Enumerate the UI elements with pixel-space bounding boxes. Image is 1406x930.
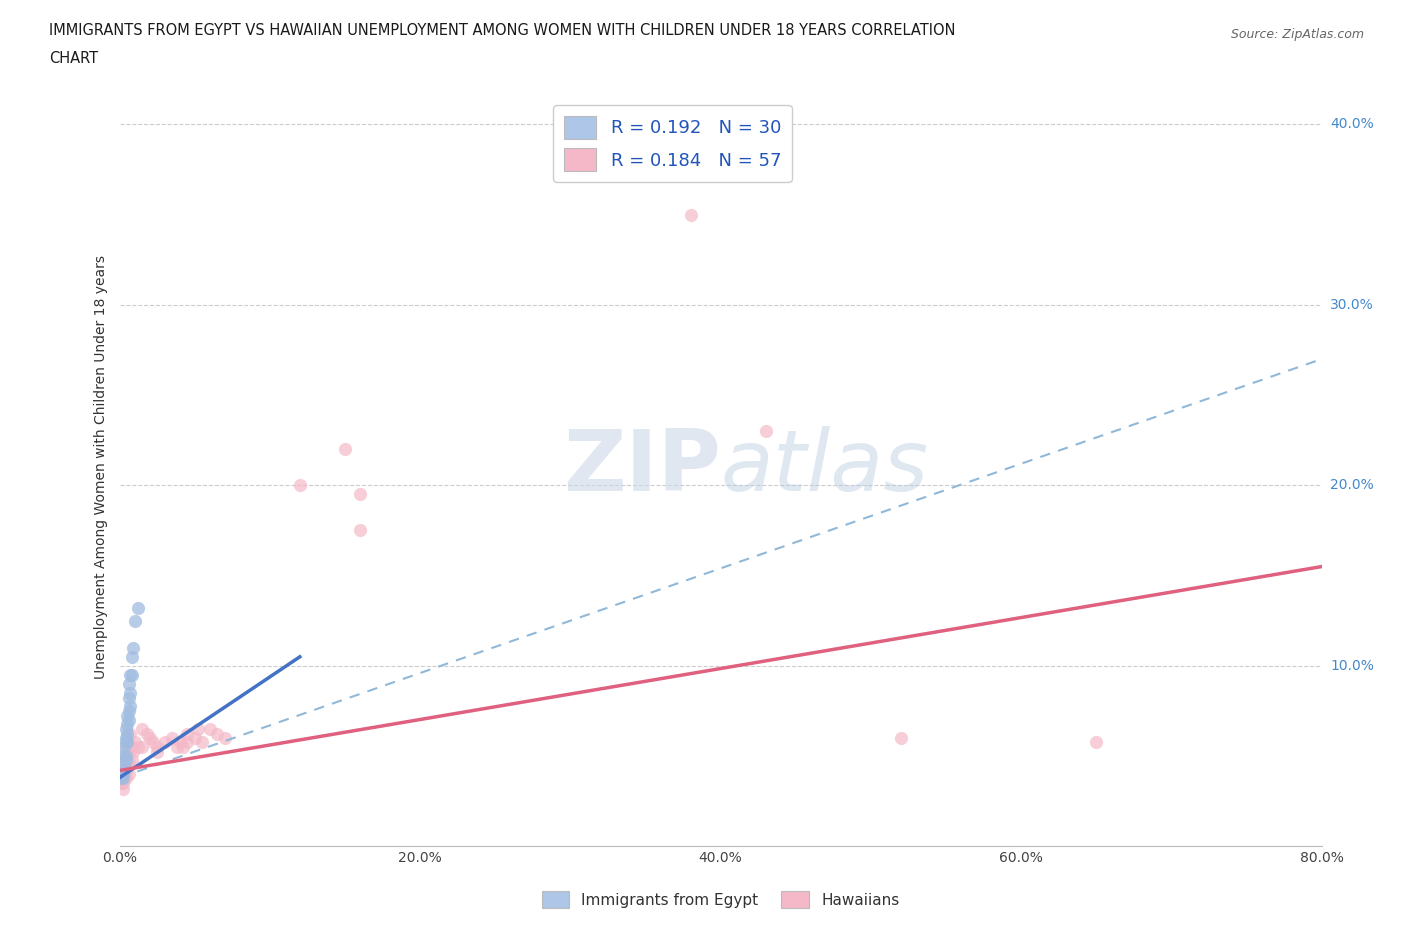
Point [114,734,136,749]
Point [122,641,145,656]
Point [118,727,141,742]
Point [117,691,139,706]
Point [111,776,134,790]
Point [114,770,136,785]
Text: Source: ZipAtlas.com: Source: ZipAtlas.com [1230,28,1364,41]
Point [118,739,141,754]
Point [115,734,138,749]
Point [288,478,311,493]
Point [890,731,912,746]
Point [112,758,135,773]
Point [176,734,198,749]
Text: IMMIGRANTS FROM EGYPT VS HAWAIIAN UNEMPLOYMENT AMONG WOMEN WITH CHILDREN UNDER 1: IMMIGRANTS FROM EGYPT VS HAWAIIAN UNEMPL… [49,23,956,38]
Point [110,766,132,781]
Point [111,766,134,781]
Point [112,770,135,785]
Point [124,613,146,628]
Point [205,727,228,742]
Point [755,424,778,439]
Point [169,734,191,749]
Point [191,734,214,749]
Point [160,731,183,746]
Point [122,745,145,760]
Point [114,739,136,754]
Point [114,749,136,764]
Point [112,763,135,777]
Text: CHART: CHART [49,51,98,66]
Point [112,749,135,764]
Point [118,698,141,713]
Legend: Immigrants from Egypt, Hawaiians: Immigrants from Egypt, Hawaiians [536,884,905,914]
Text: atlas: atlas [720,426,928,509]
Point [112,752,135,767]
Point [114,749,136,764]
Point [115,709,138,724]
Point [110,770,132,785]
Point [111,770,134,785]
Point [117,703,139,718]
Point [118,685,141,700]
Point [146,745,169,760]
Point [115,731,138,746]
Point [121,739,143,754]
Point [117,745,139,760]
Point [110,776,132,790]
Point [117,766,139,781]
Point [349,523,371,538]
Point [111,781,134,796]
Point [183,731,205,746]
Point [115,752,138,767]
Point [111,770,134,785]
Point [121,752,143,767]
Point [131,739,153,754]
Point [117,676,139,691]
Point [114,763,136,777]
Point [198,722,221,737]
Point [114,731,136,746]
Point [115,760,138,775]
Point [138,731,160,746]
Point [117,756,139,771]
Text: 20.0%: 20.0% [1330,478,1374,492]
Point [166,739,188,754]
Point [187,722,209,737]
Point [111,763,134,777]
Point [333,442,356,457]
Point [111,763,134,777]
Point [115,727,138,742]
Point [349,487,371,502]
Text: 30.0%: 30.0% [1330,298,1374,312]
Point [142,734,165,749]
Point [112,739,135,754]
Point [114,752,136,767]
Point [114,758,136,773]
Point [124,734,146,749]
Point [115,739,138,754]
Point [679,207,702,222]
Point [112,766,135,781]
Point [121,649,143,664]
Point [131,722,153,737]
Point [146,739,169,754]
Point [115,716,138,731]
Text: 40.0%: 40.0% [1330,117,1374,131]
Point [1085,734,1108,749]
Point [172,739,194,754]
Point [110,770,132,785]
Point [112,760,135,775]
Point [117,712,139,727]
Point [121,668,143,683]
Point [114,722,136,737]
Y-axis label: Unemployment Among Women with Children Under 18 years: Unemployment Among Women with Children U… [94,256,108,679]
Text: ZIP: ZIP [562,426,720,509]
Point [176,727,198,742]
Point [135,727,157,742]
Point [118,668,141,683]
Point [127,601,149,616]
Point [153,734,176,749]
Point [127,739,149,754]
Text: 10.0%: 10.0% [1330,658,1374,672]
Point [214,731,236,746]
